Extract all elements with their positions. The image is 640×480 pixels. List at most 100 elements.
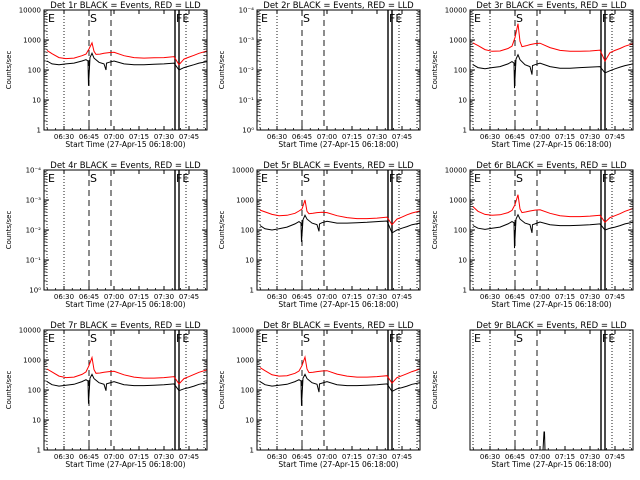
event-marker-label: FE (602, 172, 615, 185)
y-axis-label: Counts/sec (431, 51, 439, 90)
series-events-line (46, 52, 207, 86)
y-tick-label: 100 (241, 387, 254, 395)
y-tick-label: 1 (250, 287, 254, 295)
x-axis-label: Start Time (27-Apr-15 06:18:00) (278, 140, 398, 149)
y-tick-label: 10⁰ (242, 127, 254, 135)
x-axis-label: Start Time (27-Apr-15 06:18:00) (491, 460, 611, 469)
plot-data-area (46, 330, 207, 450)
series-lld-line (259, 199, 420, 226)
panel-title: Det 7r BLACK = Events, RED = LLD (50, 321, 201, 331)
event-marker-label: S (516, 12, 523, 25)
panel-title: Det 2r BLACK = Events, RED = LLD (263, 1, 414, 11)
x-axis-label: Start Time (27-Apr-15 06:18:00) (278, 300, 398, 309)
panel-7: Det 7r BLACK = Events, RED = LLD Counts/s… (5, 321, 208, 469)
x-tick-label: 07:45 (179, 453, 199, 461)
series-events-line (470, 431, 633, 450)
y-tick-label: 10⁻² (239, 67, 255, 75)
y-axis-label: Counts/sec (431, 371, 439, 410)
panel-8: Det 8r BLACK = Events, RED = LLD Counts/s… (218, 321, 421, 469)
y-tick-label: 10000 (19, 7, 41, 15)
y-tick-label: 1000 (23, 357, 41, 365)
y-tick-label: 10 (458, 257, 467, 265)
series-events-line (46, 373, 207, 404)
panel-title: Det 8r BLACK = Events, RED = LLD (263, 321, 414, 331)
plot-frame (43, 9, 208, 131)
series-lld-line (46, 41, 207, 66)
y-tick-label: 10⁻⁴ (26, 167, 42, 175)
y-tick-label: 10⁻⁴ (239, 7, 255, 15)
x-tick-label: 07:45 (605, 293, 625, 301)
plot-frame (256, 169, 421, 291)
x-tick-label: 07:30 (580, 133, 600, 141)
x-tick-label: 07:15 (555, 293, 575, 301)
y-tick-label: 10 (245, 257, 254, 265)
x-axis-label: Start Time (27-Apr-15 06:18:00) (65, 140, 185, 149)
panel-1: Det 1r BLACK = Events, RED = LLD Counts/s… (5, 1, 208, 149)
y-axis-label: Counts/sec (5, 211, 13, 250)
event-marker-label: FE (176, 332, 189, 345)
event-marker-label: S (516, 332, 523, 345)
plot-data-area (259, 330, 420, 450)
x-tick-label: 07:15 (555, 133, 575, 141)
y-axis-label: Counts/sec (218, 371, 226, 410)
series-lld-line (472, 194, 633, 224)
panel-title: Det 1r BLACK = Events, RED = LLD (50, 1, 201, 11)
x-tick-label: 07:00 (530, 133, 550, 141)
y-tick-label: 10 (32, 97, 41, 105)
event-marker-label: E (48, 172, 55, 185)
event-marker-label: S (303, 12, 310, 25)
y-tick-label: 10⁻¹ (26, 257, 42, 265)
plot-data-area (472, 10, 633, 130)
series-lld-line (259, 355, 420, 384)
y-tick-label: 100 (454, 227, 467, 235)
plot-data-area (259, 170, 420, 290)
y-tick-label: 10 (32, 417, 41, 425)
y-tick-label: 10⁻¹ (239, 97, 255, 105)
x-tick-label: 07:45 (179, 293, 199, 301)
x-tick-label: 06:45 (505, 293, 525, 301)
x-tick-label: 07:00 (317, 133, 337, 141)
x-tick-label: 06:45 (79, 293, 99, 301)
x-tick-label: 07:45 (392, 133, 412, 141)
y-tick-label: 1 (463, 127, 467, 135)
x-tick-label: 07:30 (154, 453, 174, 461)
x-tick-label: 07:30 (367, 453, 387, 461)
x-tick-label: 06:45 (292, 133, 312, 141)
x-tick-label: 07:00 (530, 453, 550, 461)
x-tick-label: 06:30 (267, 453, 287, 461)
plot-data-area (472, 170, 633, 290)
y-tick-label: 10000 (19, 327, 41, 335)
y-axis-label: Counts/sec (5, 371, 13, 410)
y-tick-label: 1 (37, 447, 41, 455)
event-marker-label: E (48, 332, 55, 345)
x-tick-label: 06:45 (79, 133, 99, 141)
x-tick-label: 07:45 (392, 453, 412, 461)
event-marker-label: E (474, 12, 481, 25)
y-tick-label: 1 (250, 447, 254, 455)
event-marker-label: FE (389, 12, 402, 25)
event-marker-label: E (261, 172, 268, 185)
plot-data-area (46, 170, 205, 290)
x-axis-label: Start Time (27-Apr-15 06:18:00) (278, 460, 398, 469)
x-tick-label: 06:45 (292, 293, 312, 301)
panel-title: Det 4r BLACK = Events, RED = LLD (50, 161, 201, 171)
x-tick-label: 07:15 (342, 293, 362, 301)
event-marker-label: E (474, 172, 481, 185)
series-lld-line (472, 23, 633, 63)
panel-title: Det 6r BLACK = Events, RED = LLD (476, 161, 627, 171)
y-tick-label: 10000 (232, 167, 254, 175)
x-tick-label: 07:15 (129, 133, 149, 141)
x-tick-label: 06:45 (79, 453, 99, 461)
y-tick-label: 10⁻³ (239, 37, 255, 45)
x-tick-label: 07:45 (605, 133, 625, 141)
panel-9: Det 9r BLACK = Events, RED = LLD Counts/s… (431, 321, 634, 469)
x-tick-label: 07:30 (367, 133, 387, 141)
x-tick-label: 07:00 (104, 293, 124, 301)
x-tick-label: 06:30 (480, 133, 500, 141)
y-tick-label: 100 (241, 227, 254, 235)
y-axis-label: Counts/sec (5, 51, 13, 90)
event-marker-label: E (48, 12, 55, 25)
y-tick-label: 10000 (445, 7, 467, 15)
plot-data-area (259, 10, 418, 130)
